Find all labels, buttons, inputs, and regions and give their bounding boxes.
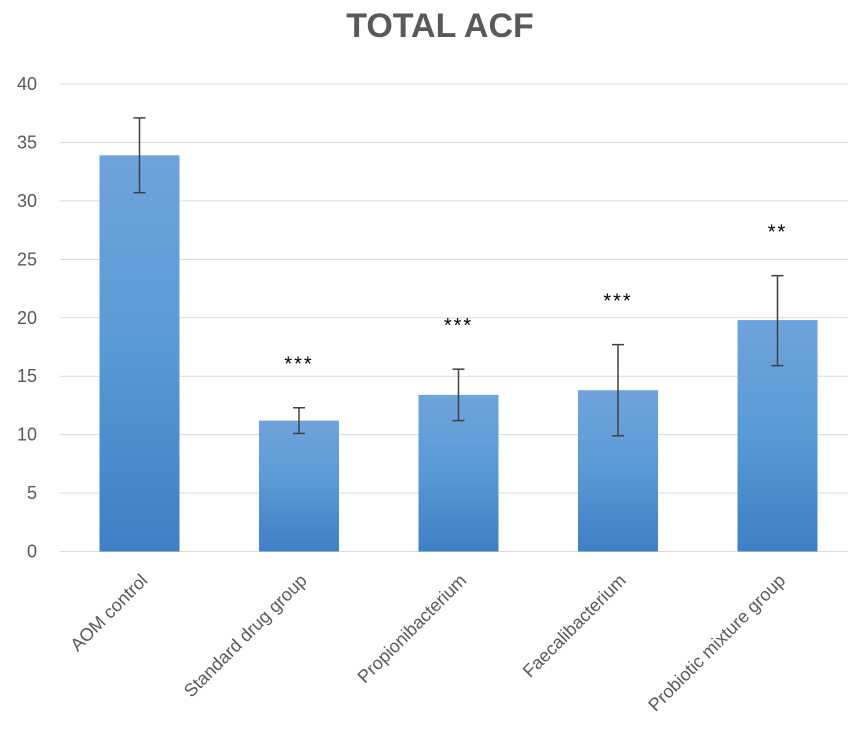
category-label: Standard drug group: [180, 570, 311, 701]
bar: [99, 155, 180, 552]
category-label: Faecalibacterium: [519, 570, 630, 681]
chart-title: TOTAL ACF: [346, 7, 534, 45]
significance-label: ***: [603, 291, 632, 313]
y-tick-label: 40: [17, 74, 37, 94]
category-label: Probiotic mixture group: [644, 570, 789, 715]
significance-label: ***: [284, 354, 313, 376]
y-tick-label: 25: [17, 249, 37, 269]
significance-label: **: [768, 222, 788, 244]
significance-label: ***: [444, 315, 473, 337]
error-bar: [133, 117, 146, 194]
y-tick-label: 20: [17, 308, 37, 328]
error-bar: [293, 406, 305, 435]
category-label: Propionibacterium: [354, 570, 471, 687]
gridlines: [60, 83, 848, 552]
error-bar: [771, 274, 784, 367]
y-axis-ticks: 0 5 10 15 20 25 30 35 40: [17, 74, 37, 562]
error-bar: [452, 368, 465, 422]
error-bars: [133, 117, 784, 437]
bar: [259, 420, 339, 552]
error-bar: [612, 343, 624, 437]
y-tick-label: 10: [17, 425, 37, 445]
y-tick-label: 30: [17, 191, 37, 211]
y-tick-label: 15: [17, 366, 37, 386]
significance-labels: ***********: [284, 222, 788, 376]
y-tick-label: 5: [27, 483, 37, 503]
y-tick-label: 35: [17, 132, 37, 152]
bars: [99, 155, 818, 552]
y-tick-label: 0: [27, 542, 37, 562]
x-axis-categories: AOM control Standard drug group Propioniba…: [66, 570, 789, 715]
category-label: AOM control: [66, 570, 151, 655]
